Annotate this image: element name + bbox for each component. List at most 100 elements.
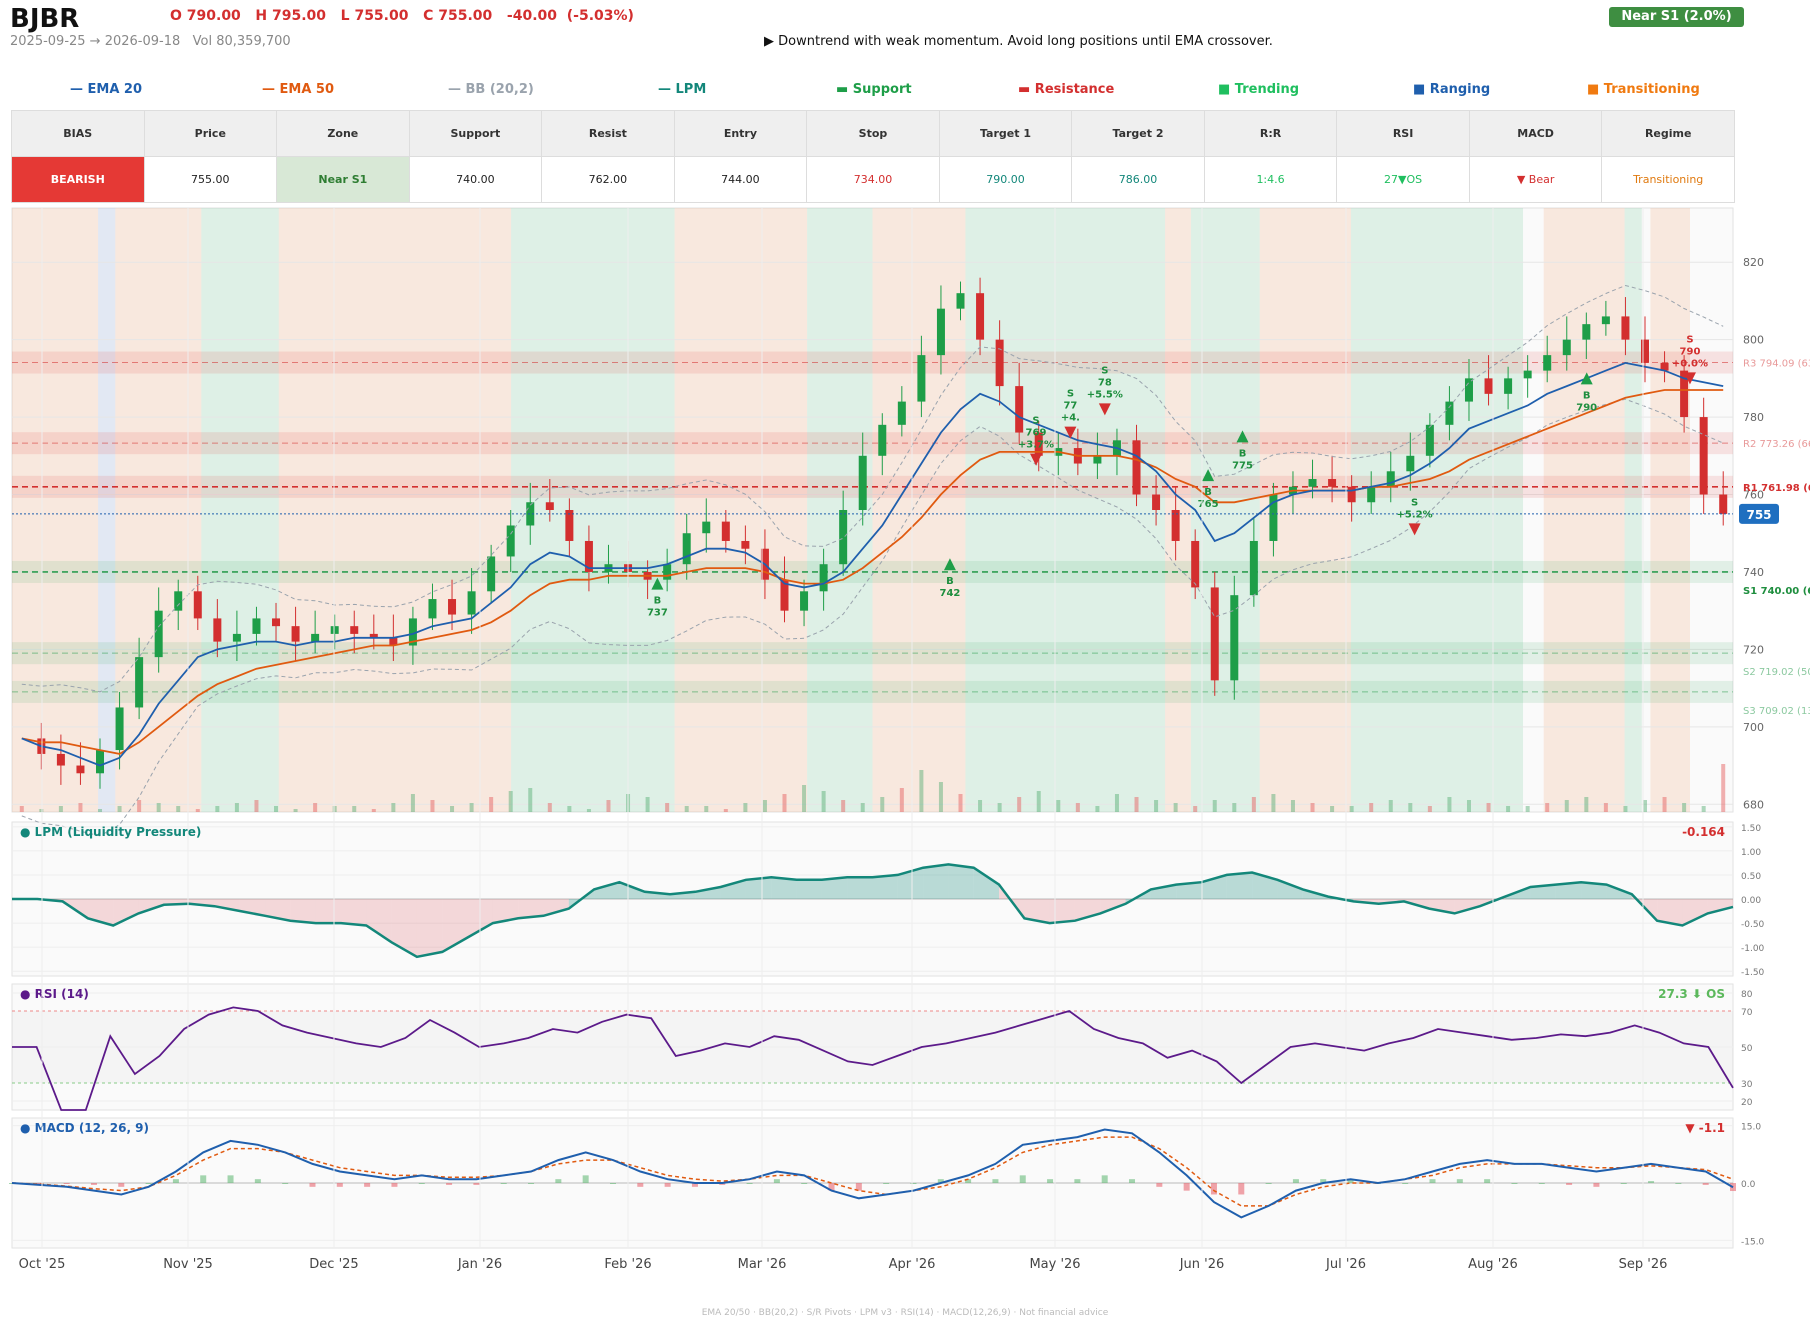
- macd-histogram-bar: [1129, 1179, 1136, 1183]
- regime-band-trending: [511, 208, 675, 812]
- candle-body: [565, 510, 574, 541]
- lpm-area-segment: [720, 879, 746, 899]
- ema20-line: [21, 361, 1724, 767]
- rsi-value: 27.3 ⬇ OS: [1658, 987, 1725, 1001]
- volume-bar: [58, 806, 63, 812]
- lpm-area-segment: [796, 879, 822, 899]
- last-price-tag: [1739, 503, 1779, 524]
- volume-bar: [215, 806, 220, 812]
- candle-body: [819, 564, 828, 592]
- price-tick-label: 700: [1743, 721, 1764, 734]
- candle-body: [1269, 494, 1278, 541]
- candle-body: [858, 455, 867, 510]
- x-tick-label: Jul '26: [1325, 1257, 1366, 1272]
- sell-signal-label: +4.: [1061, 413, 1080, 424]
- volume-bar: [1486, 803, 1491, 812]
- volume-bar: [1388, 800, 1393, 812]
- volume-bar: [234, 803, 239, 812]
- buy-signal-marker: [943, 558, 956, 571]
- macd-histogram-bar: [1593, 1183, 1600, 1187]
- macd-histogram-bar: [227, 1175, 234, 1183]
- value-support: 740.00: [408, 156, 543, 203]
- header-regime: Regime: [1601, 110, 1735, 157]
- volume-bar: [1584, 797, 1589, 812]
- legend-support: ▬ Support: [836, 82, 912, 97]
- sell-signal-label: +0.0%: [1672, 358, 1708, 369]
- lpm-area-segment: [1226, 872, 1253, 899]
- volume-bar: [645, 797, 650, 812]
- macd-histogram-bar: [1292, 1179, 1299, 1183]
- candle-body: [976, 293, 985, 340]
- rsi-title: ● RSI (14): [20, 987, 89, 1001]
- legend-ema50: — EMA 50: [262, 82, 335, 97]
- last-price-label: 755: [1746, 508, 1771, 522]
- zone-badge: Near S1 (2.0%): [1609, 7, 1744, 27]
- macd-title: ● MACD (12, 26, 9): [20, 1121, 149, 1135]
- lpm-area-segment: [1049, 899, 1075, 924]
- sell-signal-label: S: [1686, 334, 1693, 345]
- date-range-volume: 2025-09-25 → 2026-09-18 Vol 80,359,700: [10, 34, 291, 49]
- volume-bar: [1466, 800, 1471, 812]
- volume-bar: [371, 809, 376, 812]
- candle-body: [897, 401, 906, 425]
- volume-bar: [254, 800, 259, 812]
- lpm-title: ● LPM (Liquidity Pressure): [20, 825, 201, 839]
- ohlc-summary: O 790.00 H 795.00 L 755.00 C 755.00 -40.…: [170, 8, 634, 24]
- candle-body: [1034, 432, 1043, 456]
- candle-body: [56, 753, 65, 766]
- candle-body: [76, 765, 85, 774]
- volume-bar: [332, 806, 337, 812]
- candle-body: [506, 525, 515, 557]
- macd-histogram-bar: [1101, 1175, 1108, 1183]
- legend-resistance: ▬ Resistance: [1018, 82, 1115, 97]
- candle-body: [1386, 471, 1395, 487]
- macd-histogram-bar: [1019, 1175, 1026, 1183]
- candle-body: [878, 424, 887, 456]
- candle-body: [545, 502, 554, 510]
- buy-signal-label: 765: [1198, 499, 1219, 510]
- sell-signal-label: 78: [1098, 377, 1112, 388]
- volume-bar: [1154, 800, 1159, 812]
- volume-bar: [1623, 806, 1628, 812]
- candle-body: [291, 626, 300, 642]
- header-rsi: RSI: [1336, 110, 1470, 157]
- lpm-tick-label: -1.00: [1741, 944, 1765, 954]
- lpm-area-segment: [138, 899, 164, 914]
- candle-body: [467, 591, 476, 615]
- macd-histogram-bar: [965, 1179, 972, 1183]
- header-rr: R:R: [1203, 110, 1338, 157]
- macd-histogram-bar: [90, 1183, 97, 1185]
- lpm-area-segment: [1530, 884, 1556, 899]
- volume-bar: [743, 803, 748, 812]
- x-tick-label: Feb '26: [604, 1257, 651, 1272]
- macd-histogram-bar: [609, 1183, 616, 1184]
- candle-body: [1660, 362, 1669, 371]
- candle-body: [1249, 540, 1258, 596]
- candle-body: [311, 633, 320, 642]
- volume-bar: [19, 806, 24, 812]
- macd-histogram-bar: [1566, 1183, 1573, 1185]
- regime-band-trending: [965, 208, 1166, 812]
- lpm-tick-label: 0.00: [1741, 896, 1761, 906]
- resistance-label: R3 794.09 (63x): [1743, 359, 1810, 370]
- volume-bar: [1330, 806, 1335, 812]
- macd-histogram-bar: [1320, 1179, 1327, 1183]
- lpm-area-segment: [315, 899, 342, 924]
- lpm-area-segment: [948, 864, 974, 899]
- macd-histogram-bar: [883, 1183, 890, 1184]
- lpm-area-segment: [847, 877, 873, 899]
- lpm-value: -0.164: [1682, 825, 1725, 839]
- value-target1: 790.00: [938, 156, 1073, 203]
- macd-histogram-bar: [254, 1179, 261, 1183]
- macd-histogram-bar: [282, 1183, 289, 1184]
- macd-histogram-bar: [118, 1183, 125, 1187]
- candle-body: [1562, 339, 1571, 356]
- price-tick-label: 680: [1743, 798, 1764, 811]
- sell-signal-label: +5.2%: [1397, 509, 1433, 520]
- value-macd: ▼ Bear: [1468, 156, 1603, 203]
- macd-line: [11, 1128, 1734, 1219]
- lpm-area-segment: [1581, 882, 1607, 899]
- lpm-area-segment: [366, 899, 392, 943]
- macd-histogram-bar: [1484, 1179, 1491, 1183]
- candle-body: [702, 521, 711, 534]
